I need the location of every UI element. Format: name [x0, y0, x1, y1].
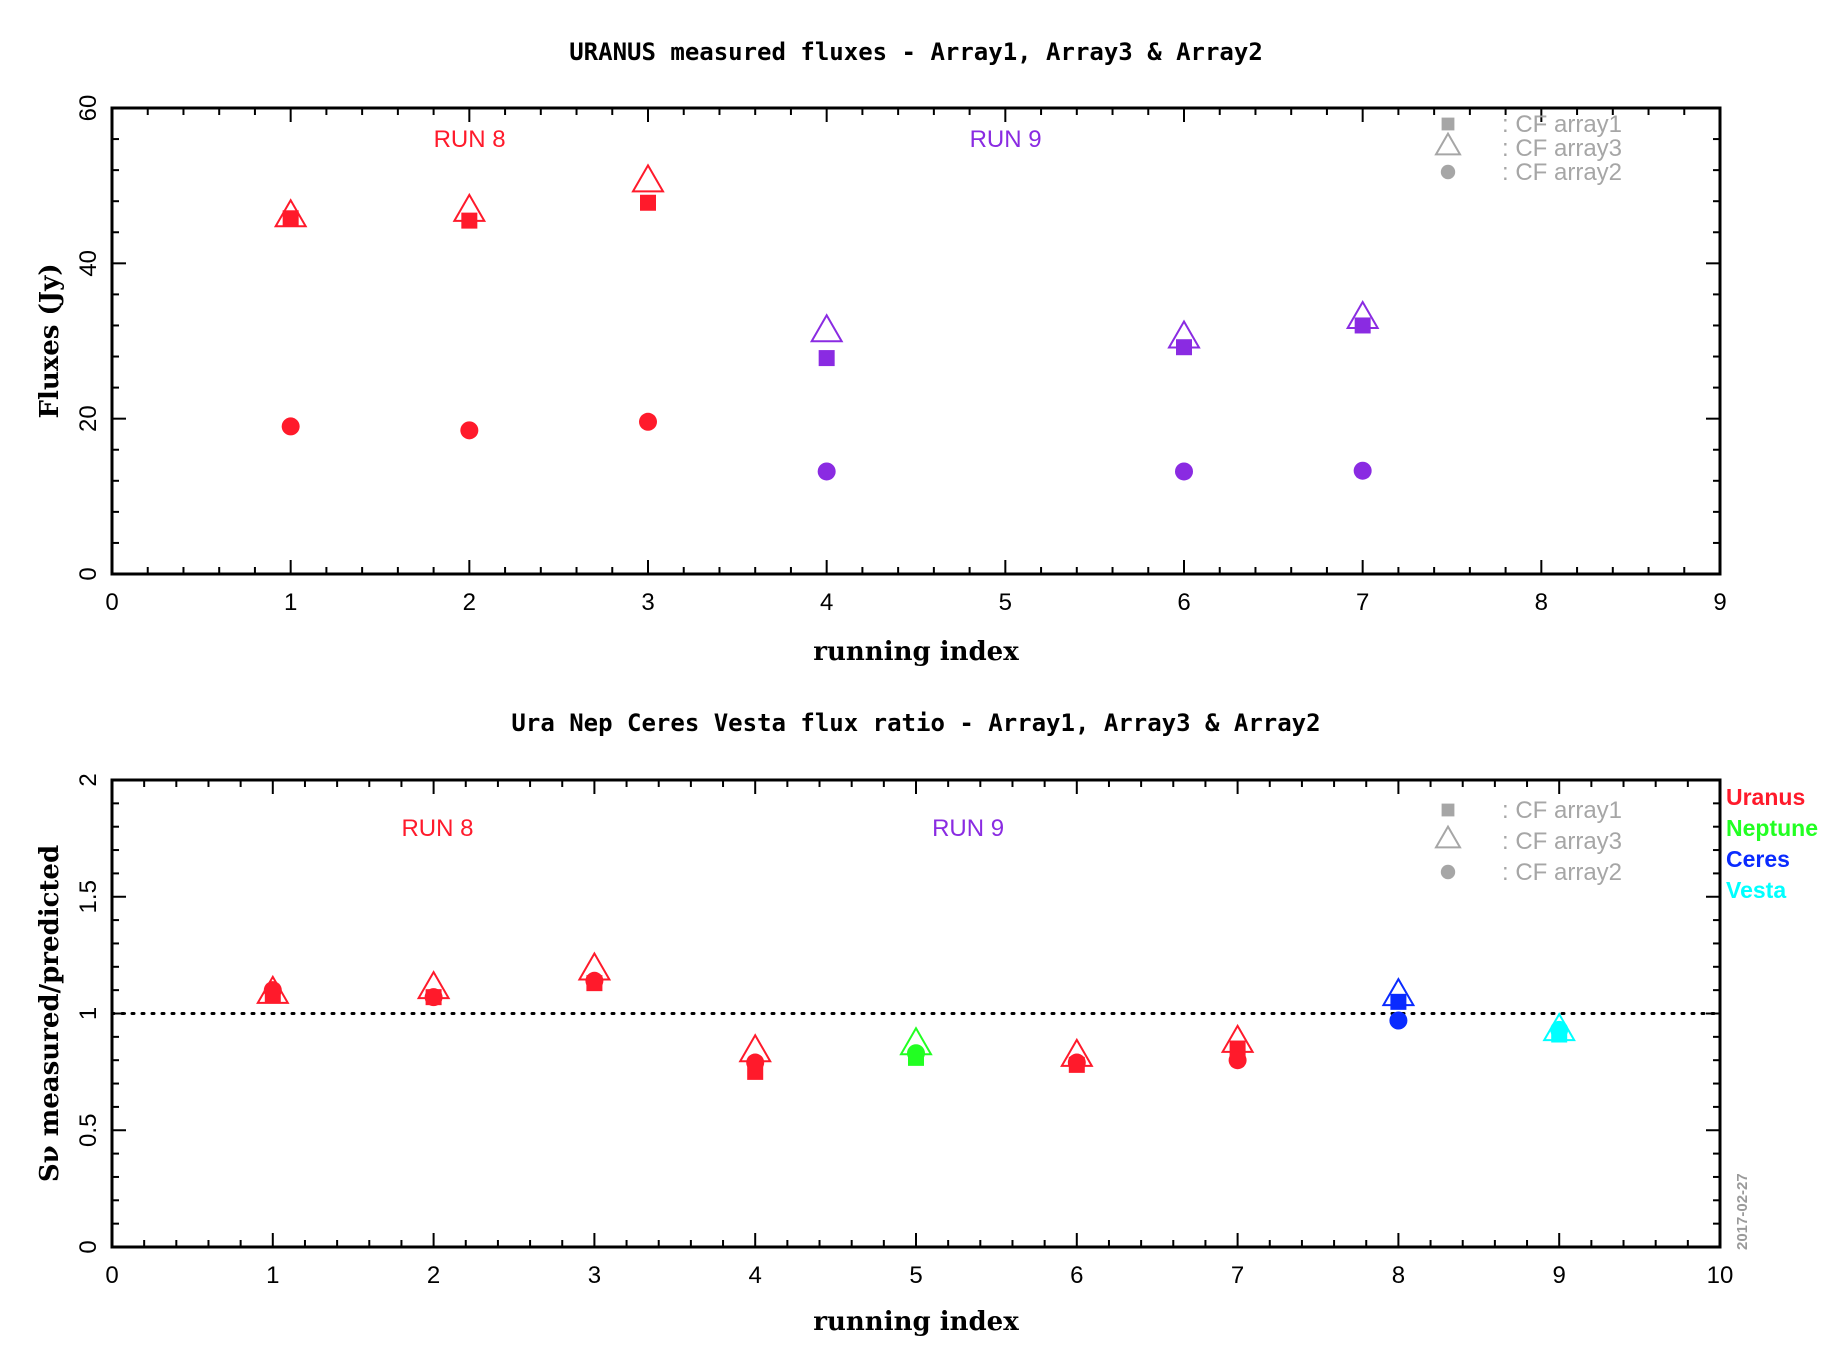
chart-2-target-legend-neptune: Neptune: [1726, 815, 1818, 841]
chart-2-y-axis-label: Sν measured/predicted: [35, 845, 65, 1182]
chart-1-annotation: RUN 8: [434, 126, 506, 153]
chart-1-legend-label: : CF array2: [1502, 159, 1622, 186]
chart-1-x-tick-label: 7: [1356, 589, 1369, 616]
chart-2-legend-marker-square: [1441, 803, 1455, 817]
chart-1-point-circle: [817, 462, 836, 481]
chart-2-y-tick-label: 1: [75, 1007, 102, 1020]
chart-2-title: Ura Nep Ceres Vesta flux ratio - Array1,…: [511, 709, 1320, 737]
chart-2-target-legend-uranus: Uranus: [1726, 784, 1805, 810]
chart-2-target-legend-vesta: Vesta: [1726, 877, 1786, 903]
chart-2-point-circle: [424, 988, 443, 1007]
chart-2-point-circle: [1389, 1011, 1408, 1030]
chart-1-point-circle: [1175, 462, 1193, 481]
chart-2-y-tick-label: 1.5: [75, 880, 102, 913]
chart-1-legend-label: : CF array3: [1502, 135, 1622, 162]
chart-1-annotation: RUN 9: [970, 126, 1042, 153]
chart-1-x-tick-label: 9: [1713, 589, 1726, 616]
chart-1-legend-marker-square: [1441, 117, 1455, 131]
chart-2-annotation: RUN 9: [932, 815, 1004, 842]
chart-2: Ura Nep Ceres Vesta flux ratio - Array1,…: [35, 709, 1818, 1337]
chart-2-annotation: RUN 8: [401, 815, 473, 842]
chart-2-x-tick-label: 3: [588, 1262, 601, 1289]
chart-2-point-circle: [1228, 1051, 1247, 1070]
chart-2-x-tick-label: 2: [427, 1262, 440, 1289]
chart-1-y-tick-label: 20: [75, 405, 102, 432]
chart-1-point-triangle: [631, 163, 665, 193]
chart-1-point-square: [1354, 317, 1371, 334]
chart-1-x-tick-label: 4: [820, 589, 833, 616]
chart-1-point-square: [640, 194, 656, 211]
chart-1-title: URANUS measured fluxes - Array1, Array3 …: [569, 38, 1263, 66]
chart-1-x-tick-label: 8: [1535, 589, 1548, 616]
chart-2-x-tick-label: 1: [266, 1262, 279, 1289]
chart-1-point-circle: [1353, 461, 1372, 480]
chart-2-legend-label: : CF array1: [1502, 797, 1622, 824]
chart-2-x-tick-label: 5: [909, 1262, 922, 1289]
chart-2-point-circle: [1067, 1053, 1086, 1072]
chart-2-point-circle: [1550, 1020, 1569, 1039]
chart-1-point-square: [1176, 339, 1192, 356]
chart-2-point-circle: [907, 1044, 925, 1063]
chart-1-point-square: [818, 350, 835, 367]
chart-2-x-tick-label: 8: [1392, 1262, 1405, 1289]
date-stamp: 2017-02-27: [1734, 1173, 1751, 1250]
chart-1-x-tick-label: 1: [284, 589, 297, 616]
chart-1-y-tick-label: 40: [75, 250, 102, 277]
chart-1-legend-marker-triangle: [1434, 131, 1462, 156]
chart-1-y-tick-label: 0: [75, 567, 102, 580]
chart-1-y-axis-label: Fluxes (Jy): [35, 264, 65, 419]
chart-1-x-tick-label: 2: [463, 589, 476, 616]
chart-2-point-circle: [585, 971, 604, 990]
chart-1-x-tick-label: 3: [641, 589, 654, 616]
chart-1-legend-marker-circle: [1440, 164, 1456, 180]
chart-1-point-circle: [281, 417, 300, 436]
chart-2-y-tick-label: 0: [75, 1240, 102, 1253]
chart-2-point-square: [1390, 993, 1407, 1010]
chart-1-point-square: [282, 210, 299, 227]
chart-2-x-tick-label: 7: [1231, 1262, 1244, 1289]
chart-2-y-tick-label: 0.5: [75, 1114, 102, 1147]
chart-2-target-legend-ceres: Ceres: [1726, 846, 1790, 872]
chart-2-legend-marker-circle: [1440, 864, 1456, 880]
chart-2-y-tick-label: 2: [75, 773, 102, 786]
chart-1-point-triangle: [809, 313, 844, 343]
chart-1-x-tick-label: 0: [105, 589, 118, 616]
chart-2-legend-label: : CF array3: [1502, 828, 1622, 855]
chart-1-x-axis-label: running index: [813, 637, 1019, 667]
chart-1-y-tick-label: 60: [75, 95, 102, 122]
chart-1-x-tick-label: 5: [999, 589, 1012, 616]
chart-1-x-tick-label: 6: [1177, 589, 1190, 616]
chart-2-x-tick-label: 4: [749, 1262, 762, 1289]
chart-2-x-tick-label: 9: [1553, 1262, 1566, 1289]
chart-2-x-tick-label: 0: [105, 1262, 118, 1289]
chart-1-legend-label: : CF array1: [1502, 111, 1622, 138]
chart-1-point-circle: [639, 412, 657, 431]
chart-2-point-circle: [746, 1053, 765, 1072]
chart-1-point-circle: [460, 421, 479, 440]
chart-2-legend-label: : CF array2: [1502, 859, 1622, 886]
chart-1-plot-frame: [110, 106, 1722, 576]
chart-2-x-tick-label: 6: [1070, 1262, 1083, 1289]
chart-1-point-square: [461, 212, 478, 229]
chart-1: URANUS measured fluxes - Array1, Array3 …: [35, 38, 1727, 667]
chart-2-point-circle: [263, 981, 282, 1000]
chart-2-x-axis-label: running index: [813, 1307, 1019, 1337]
chart-2-x-tick-label: 10: [1707, 1262, 1734, 1289]
chart-2-legend-marker-triangle: [1434, 824, 1462, 849]
